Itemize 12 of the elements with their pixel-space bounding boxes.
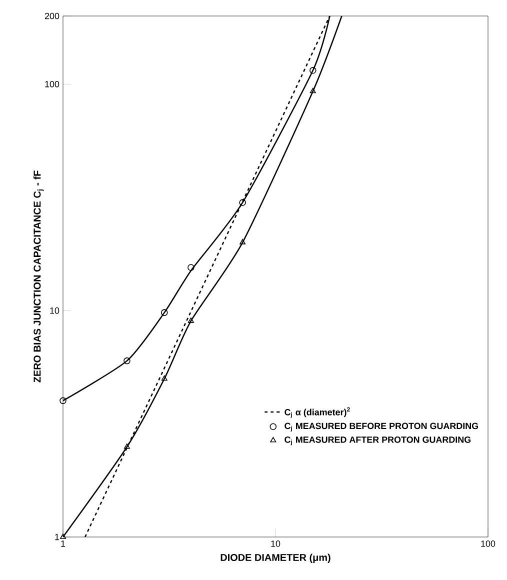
x-tick-label: 10 — [271, 540, 280, 547]
legend-label: C$_{j}$ MEASURED BEFORE PROTON GUARDING — [284, 422, 478, 432]
x-axis-title: DIODE DIAMETER (μm) — [220, 554, 330, 563]
x-tick-label: 100 — [481, 540, 496, 547]
y-axis-title: ZERO BIAS JUNCTION CAPACITANCE C$_{j}$ - fF — [33, 170, 44, 382]
legend-label: C$_{j}$ MEASURED AFTER PROTON GUARDING — [284, 436, 471, 446]
y-tick-label: 200 — [44, 12, 60, 20]
x-tick-label: 1 — [61, 540, 66, 547]
y-tick-label: 10 — [50, 307, 60, 314]
legend-label: C$_{j}$ α (diameter)$^{2}$ — [284, 407, 350, 418]
y-tick-label: 1 — [55, 534, 60, 540]
y-tick-label: 100 — [45, 80, 60, 88]
